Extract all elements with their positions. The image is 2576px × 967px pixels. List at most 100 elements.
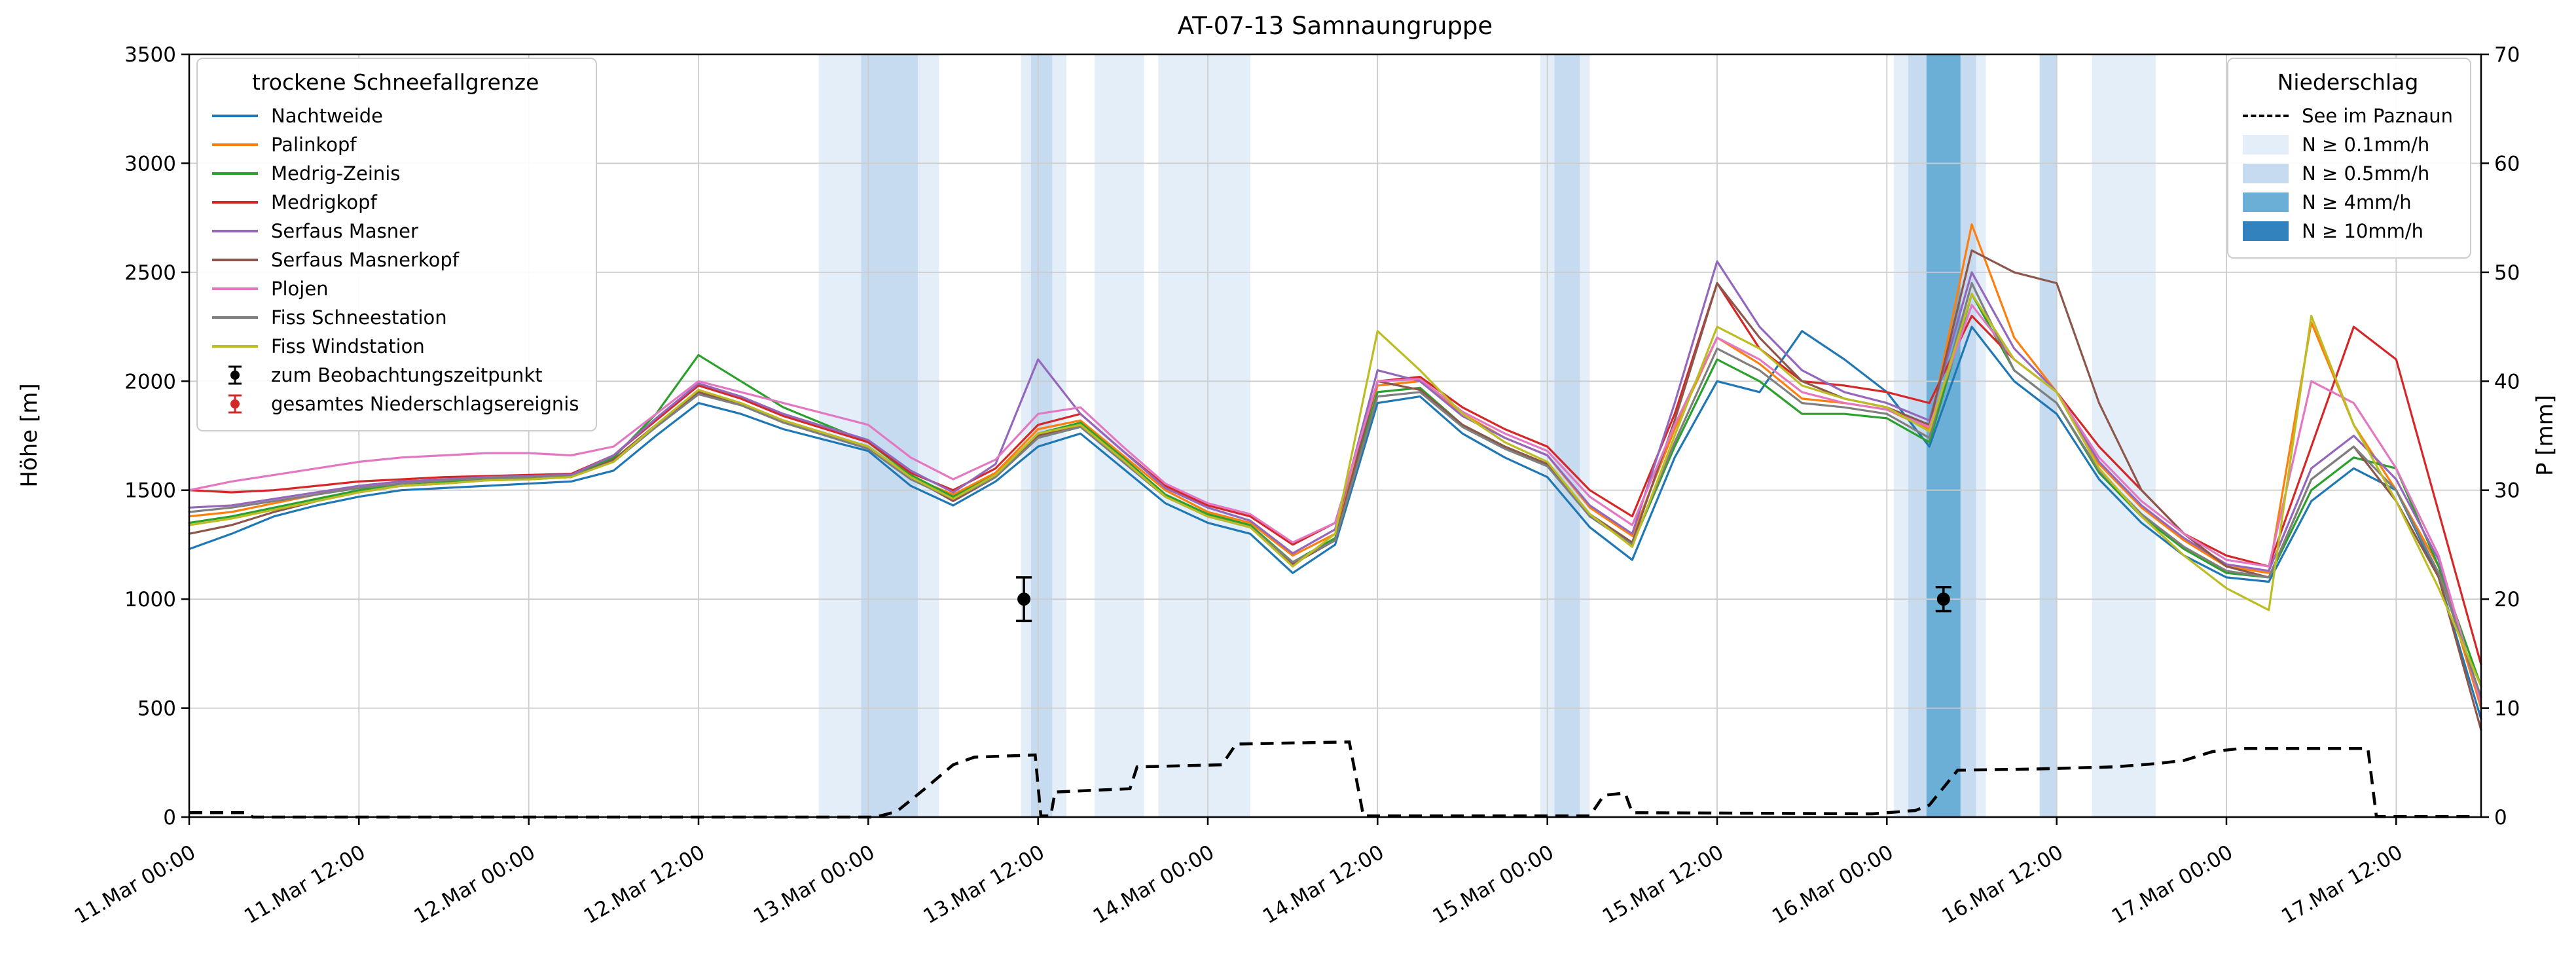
- y-tick-label-right: 70: [2494, 43, 2520, 67]
- series-color-swatch: [212, 287, 258, 290]
- x-tick-label: 15.Mar 12:00: [1599, 841, 1728, 929]
- legend-entry-label: Nachtweide: [271, 105, 384, 127]
- legend-entry: Fiss Windstation: [212, 332, 579, 361]
- y-tick-label-left: 3500: [124, 43, 176, 67]
- precip-band: [2039, 54, 2057, 817]
- plot-border: [188, 53, 2482, 818]
- legend-snowline: trockene Schneefallgrenze Nachtweide Pali…: [196, 58, 598, 431]
- legend-entry: N ≥ 10mm/h: [2243, 217, 2453, 246]
- observation-point: [1016, 576, 1032, 623]
- x-tick-label: 16.Mar 12:00: [1938, 841, 2067, 929]
- legend-snowline-rows: Nachtweide Palinkopf Medrig-Zeinis Medrigko…: [212, 101, 579, 418]
- legend-entry: See im Paznaun: [2243, 101, 2453, 130]
- legend-entry-label: Serfaus Masnerkopf: [271, 249, 460, 271]
- legend-entry: gesamtes Niederschlagsereignis: [212, 390, 579, 418]
- x-tick-label: 13.Mar 12:00: [919, 841, 1048, 929]
- y-tick-label-right: 40: [2494, 370, 2520, 393]
- legend-entry: Nachtweide: [212, 101, 579, 130]
- series-line-fiss-windstation: [188, 293, 2482, 687]
- series-color-swatch: [212, 201, 258, 204]
- series-color-swatch: [212, 345, 258, 348]
- legend-entry: N ≥ 0.5mm/h: [2243, 159, 2453, 188]
- y-tick-label-right: 50: [2494, 261, 2520, 285]
- legend-entry-label: N ≥ 0.5mm/h: [2302, 162, 2430, 185]
- page-title: AT-07-13 Samnaungruppe: [1177, 12, 1493, 40]
- dashed-line-swatch: [2243, 115, 2289, 117]
- y-tick-label-left: 3000: [124, 152, 176, 175]
- legend-snowline-title: trockene Schneefallgrenze: [252, 69, 539, 95]
- x-tick-label: 12.Mar 00:00: [410, 841, 539, 929]
- x-tick-label: 15.Mar 00:00: [1428, 841, 1557, 929]
- legend-entry: zum Beobachtungszeitpunkt: [212, 361, 579, 390]
- legend-entry-label: Serfaus Masner: [271, 220, 418, 242]
- legend-entry: Serfaus Masner: [212, 217, 579, 246]
- series-line-nachtweide: [188, 325, 2482, 720]
- legend-entry: Medrig-Zeinis: [212, 159, 579, 188]
- legend-entry: Plojen: [212, 274, 579, 303]
- legend-entry-label: Medrig-Zeinis: [271, 162, 401, 185]
- errorbar-icon: [228, 394, 242, 414]
- y-tick-label-left: 500: [137, 697, 176, 721]
- precip-line: [189, 740, 2477, 819]
- legend-entry-label: Plojen: [271, 278, 329, 300]
- legend-precip-title: Niederschlag: [2277, 69, 2419, 95]
- legend-entry-label: N ≥ 10mm/h: [2302, 220, 2424, 242]
- legend-entry-label: gesamtes Niederschlagsereignis: [271, 393, 579, 415]
- legend-entry-label: Fiss Windstation: [271, 335, 425, 357]
- x-tick-label: 17.Mar 00:00: [2108, 841, 2237, 929]
- y-tick-label-right: 10: [2494, 697, 2520, 721]
- legend-entry: N ≥ 4mm/h: [2243, 188, 2453, 217]
- band-color-swatch: [2243, 135, 2289, 155]
- y-tick-label-right: 30: [2494, 479, 2520, 503]
- observation-point: [1935, 586, 1951, 613]
- legend-entry: Serfaus Masnerkopf: [212, 246, 579, 274]
- x-tick-label: 14.Mar 00:00: [1089, 841, 1218, 929]
- y-tick-label-right: 0: [2494, 806, 2507, 830]
- y-tick-label-right: 20: [2494, 588, 2520, 611]
- y-tick-label-left: 2000: [124, 370, 176, 393]
- x-tick-label: 11.Mar 00:00: [71, 841, 200, 929]
- legend-entry-label: zum Beobachtungszeitpunkt: [271, 364, 543, 386]
- series-color-swatch: [212, 143, 258, 146]
- x-tick-label: 12.Mar 12:00: [580, 841, 709, 929]
- legend-entry-label: Palinkopf: [271, 134, 357, 156]
- y-tick-label-left: 1500: [124, 479, 176, 503]
- y-tick-label-left: 0: [163, 806, 176, 830]
- errorbar-icon: [228, 365, 242, 385]
- legend-entry-label: N ≥ 4mm/h: [2302, 191, 2412, 213]
- y-tick-label-right: 60: [2494, 152, 2520, 175]
- legend-entry: N ≥ 0.1mm/h: [2243, 130, 2453, 159]
- x-tick-label: 11.Mar 12:00: [240, 841, 369, 929]
- legend-precip-rows: See im Paznaun N ≥ 0.1mm/h N ≥ 0.5mm/h N ≥ …: [2243, 101, 2453, 246]
- legend-entry: Palinkopf: [212, 130, 579, 159]
- precip-band: [1158, 54, 1250, 817]
- y-tick-label-left: 1000: [124, 588, 176, 611]
- y-tick-label-left: 2500: [124, 261, 176, 285]
- series-line-plojen: [188, 304, 2482, 705]
- legend-entry-label: See im Paznaun: [2302, 105, 2453, 127]
- legend-entry-label: N ≥ 0.1mm/h: [2302, 134, 2430, 156]
- x-tick-label: 14.Mar 12:00: [1259, 841, 1388, 929]
- x-tick-label: 13.Mar 00:00: [750, 841, 879, 929]
- precip-band: [861, 54, 918, 817]
- legend-entry-label: Medrigkopf: [271, 191, 377, 213]
- legend-precip: Niederschlag See im Paznaun N ≥ 0.1mm/h N …: [2227, 58, 2471, 259]
- series-color-swatch: [212, 115, 258, 117]
- x-tick-label: 17.Mar 12:00: [2277, 841, 2406, 929]
- precip-band: [2092, 54, 2156, 817]
- precip-band: [1554, 54, 1580, 817]
- band-color-swatch: [2243, 192, 2289, 212]
- precip-band: [1095, 54, 1144, 817]
- legend-entry-label: Fiss Schneestation: [271, 306, 447, 329]
- band-color-swatch: [2243, 221, 2289, 241]
- band-color-swatch: [2243, 164, 2289, 183]
- x-tick-label: 16.Mar 00:00: [1768, 841, 1897, 929]
- series-color-swatch: [212, 259, 258, 261]
- series-color-swatch: [212, 316, 258, 319]
- series-color-swatch: [212, 172, 258, 175]
- series-color-swatch: [212, 230, 258, 232]
- legend-entry: Medrigkopf: [212, 188, 579, 217]
- legend-entry: Fiss Schneestation: [212, 303, 579, 332]
